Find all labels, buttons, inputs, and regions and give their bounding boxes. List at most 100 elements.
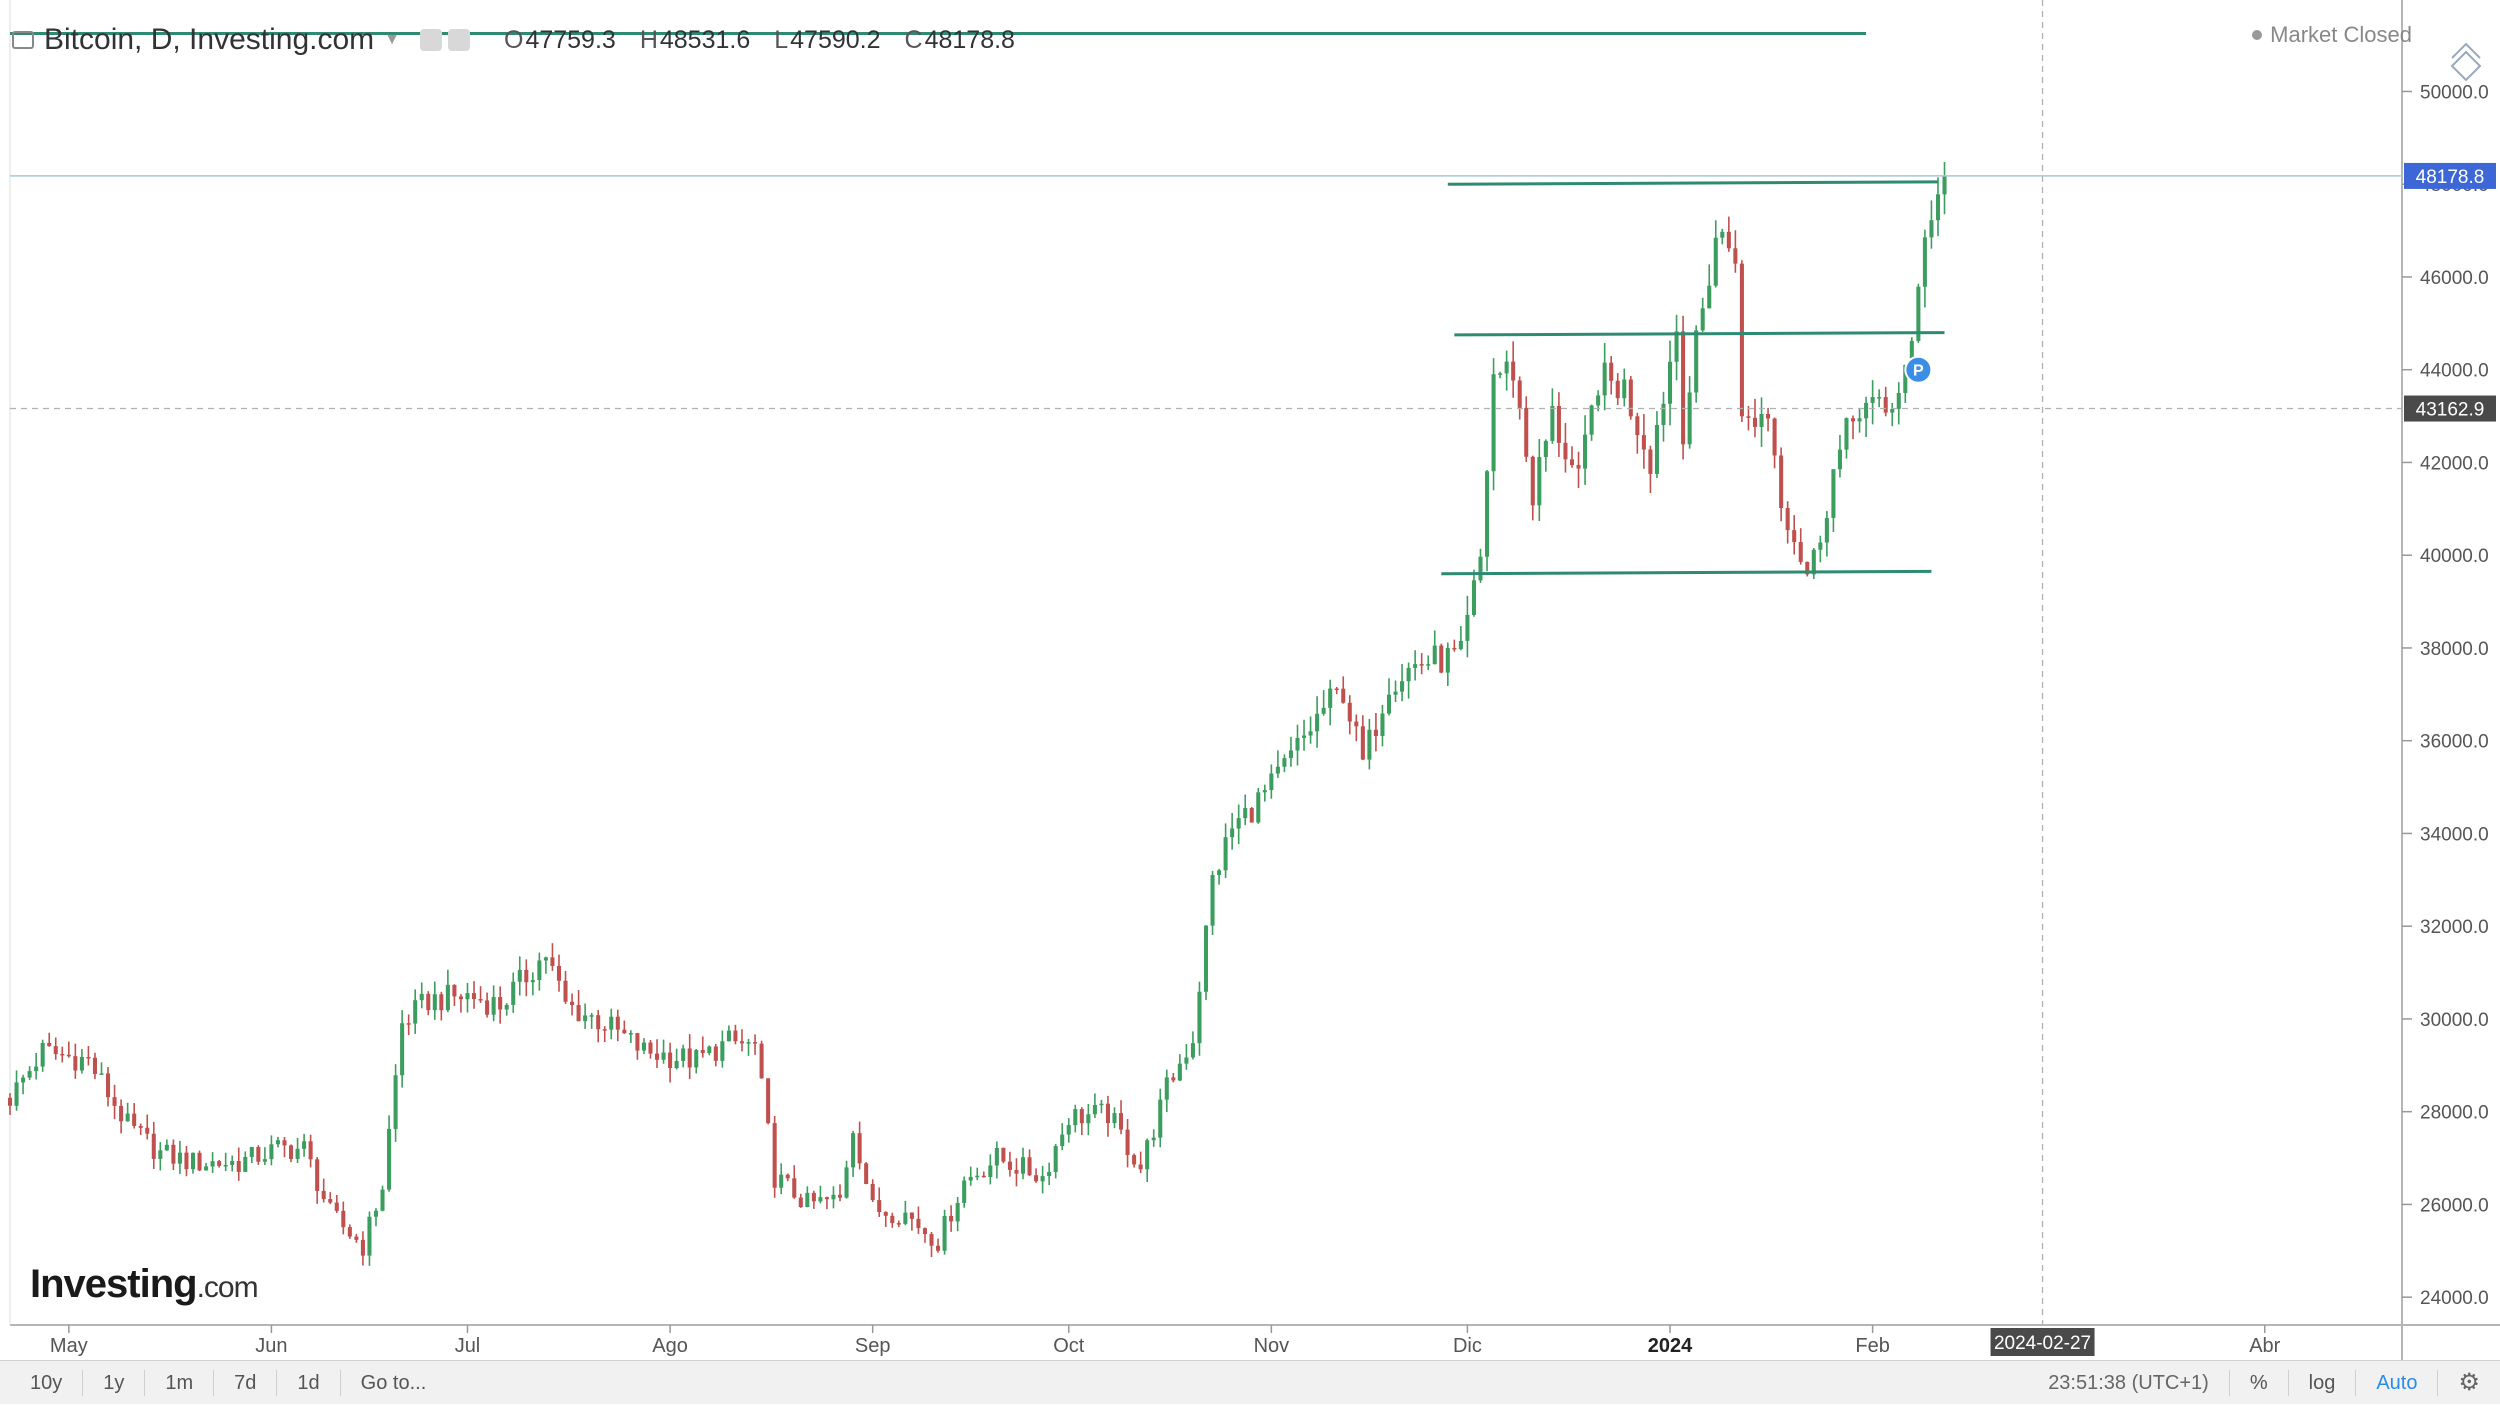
candle-body [1864, 402, 1869, 419]
candle [1739, 260, 1744, 423]
camera-icon[interactable] [419, 29, 442, 51]
percent-scale-button[interactable]: % [2228, 1370, 2288, 1396]
candle-body [204, 1166, 209, 1171]
candle-body [158, 1150, 163, 1159]
candle-body [138, 1126, 143, 1128]
candle [112, 1084, 117, 1120]
ohlc-readout: O47759.3 H48531.6 L47590.2 C48178.8 [504, 26, 1015, 55]
candle-body [1445, 647, 1450, 673]
candle [308, 1134, 313, 1168]
trendline [1441, 569, 1932, 576]
candle [1772, 417, 1777, 469]
candle-body [1086, 1114, 1091, 1124]
candle [1190, 1031, 1195, 1060]
goto-button[interactable]: Go to... [360, 1371, 427, 1394]
candle-body [994, 1147, 999, 1166]
range-button-10y[interactable]: 10y [12, 1369, 84, 1396]
auto-scale-button[interactable]: Auto [2355, 1370, 2437, 1396]
candle-body [903, 1212, 908, 1224]
candle-body [1269, 773, 1274, 791]
chart-footer-toolbar: 10y 1y 1m 7d 1d Go to... 23:51:38 (UTC+1… [0, 1360, 2500, 1404]
candle [1622, 368, 1627, 407]
candle-body [1609, 362, 1614, 381]
candle-body [1092, 1104, 1097, 1115]
candle-body [380, 1189, 385, 1211]
candle-body [1125, 1129, 1130, 1156]
candle [1249, 807, 1254, 823]
candle [903, 1200, 908, 1226]
candle [478, 986, 483, 1003]
candle [870, 1179, 875, 1203]
candle-body [1073, 1109, 1078, 1126]
candle [661, 1039, 666, 1064]
candle-body [1628, 379, 1633, 417]
settings-icon[interactable] [447, 29, 470, 51]
candle [1491, 358, 1496, 491]
candle [785, 1173, 790, 1182]
candle-body [1341, 688, 1346, 703]
y-tick-label: 50000.0 [2420, 82, 2489, 103]
candle [1217, 868, 1222, 885]
range-button-1m[interactable]: 1m [145, 1369, 215, 1396]
candles-layer [7, 161, 1947, 1266]
candle-body [1687, 392, 1692, 445]
candle [393, 1064, 398, 1142]
candle [217, 1160, 222, 1168]
candle-body [648, 1042, 653, 1054]
symbol-title[interactable]: Bitcoin, D, Investing.com [44, 23, 375, 56]
candle [707, 1045, 712, 1056]
candle [1086, 1103, 1091, 1136]
candle [1380, 704, 1385, 747]
candle [1230, 813, 1235, 850]
candle-body [962, 1180, 967, 1203]
candle [1485, 470, 1490, 572]
candle-body [837, 1194, 843, 1198]
candle-body [739, 1041, 745, 1044]
candle [1419, 653, 1424, 675]
candle-body [400, 1023, 405, 1076]
candle-body [99, 1073, 104, 1075]
candle [654, 1039, 660, 1069]
candle-body [40, 1042, 45, 1067]
candle-body [354, 1236, 359, 1240]
candle [1236, 804, 1241, 845]
candle-body [766, 1078, 771, 1124]
candle-body [1772, 418, 1777, 456]
candle-body [1230, 828, 1235, 838]
candle [347, 1224, 352, 1239]
range-button-7d[interactable]: 7d [214, 1369, 278, 1396]
clock-readout[interactable]: 23:51:38 (UTC+1) [2048, 1372, 2209, 1394]
candle-body [1798, 542, 1803, 562]
symbol-menu-icon[interactable] [12, 31, 34, 49]
candle-body [1779, 455, 1784, 509]
candle [491, 985, 496, 1022]
candle-body [530, 980, 535, 983]
range-button-1d[interactable]: 1d [277, 1369, 341, 1396]
candle-body [517, 970, 522, 982]
candle-body [413, 1000, 418, 1024]
range-button-1y[interactable]: 1y [83, 1369, 146, 1396]
candle-body [864, 1163, 869, 1184]
chevron-down-icon[interactable]: ▼ [384, 31, 400, 48]
candle-body [831, 1194, 836, 1200]
candle-body [452, 984, 457, 997]
layers-logo-icon[interactable] [2444, 40, 2488, 84]
candle [1779, 447, 1784, 522]
candle-body [1393, 691, 1398, 695]
candle-body [772, 1123, 777, 1188]
candle [1400, 664, 1405, 702]
candle [759, 1040, 764, 1079]
gear-icon[interactable]: ⚙ [2437, 1370, 2500, 1396]
candle-body [556, 965, 562, 981]
candle-body [700, 1050, 705, 1054]
candle-body [1112, 1113, 1117, 1124]
candle [981, 1171, 986, 1178]
candle [1138, 1151, 1143, 1174]
candle [504, 1003, 509, 1016]
candle-body [125, 1113, 130, 1122]
log-scale-button[interactable]: log [2287, 1370, 2356, 1396]
candle-body [1138, 1164, 1143, 1170]
crosshair-date-label: 2024-02-27 [1994, 1333, 2091, 1354]
x-tick-label: Oct [1053, 1335, 1085, 1357]
